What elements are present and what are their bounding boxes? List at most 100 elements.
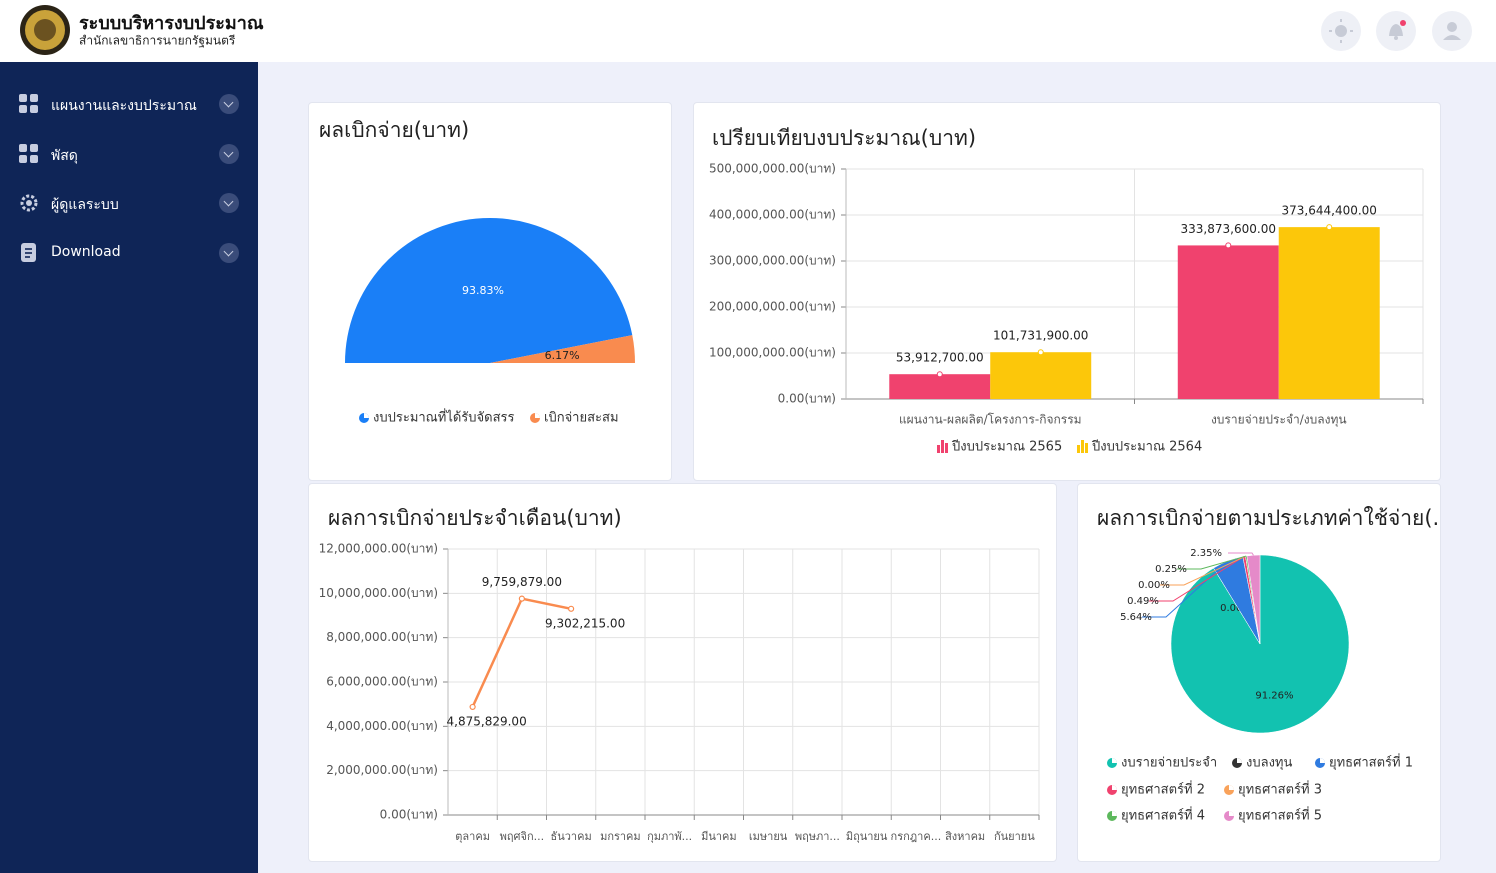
chart: ผลเบิกจ่าย(บาท) 93.83% 6.17% งบประมาณที่ได้… bbox=[319, 118, 635, 426]
line-point bbox=[568, 605, 575, 612]
legend-item[interactable]: ยุทธศาสตร์ที่ 1 bbox=[1315, 754, 1413, 771]
chart: ผลการเบิกจ่ายตามประเภทค่าใช้จ่าย(... 91.2… bbox=[1097, 506, 1440, 824]
legend-item[interactable]: ปีงบประมาณ 2564 bbox=[1077, 439, 1202, 455]
x-tick-label: มิถุนายน bbox=[846, 830, 888, 843]
point-value-label: 4,875,829.00 bbox=[447, 714, 527, 728]
line-series bbox=[471, 597, 572, 708]
expand-chevron[interactable] bbox=[219, 144, 239, 164]
legend-swatch-notch bbox=[1112, 758, 1117, 763]
card: ผลการเบิกจ่ายประจำเดือน(บาท) 0.00(บาท) 2,0… bbox=[308, 483, 1057, 862]
bar-marker bbox=[1225, 242, 1232, 249]
nav-item[interactable]: Download bbox=[0, 233, 258, 273]
x-tick-label: กันยายน bbox=[994, 830, 1035, 843]
chart-title: เปรียบเทียบงบประมาณ(บาท) bbox=[712, 126, 976, 150]
bar bbox=[1278, 227, 1380, 399]
logo-core bbox=[34, 19, 56, 41]
y-tick-label: 200,000,000.00(บาท) bbox=[709, 300, 836, 314]
profile-button[interactable] bbox=[1432, 11, 1472, 51]
pie-label: 5.64% bbox=[1120, 612, 1152, 623]
x-tick-label: เมษายน bbox=[749, 830, 788, 843]
legend-item[interactable]: ยุทธศาสตร์ที่ 5 bbox=[1224, 807, 1322, 824]
legend-swatch-notch bbox=[1112, 811, 1117, 816]
app-subtitle: สำนักเลขาธิการนายกรัฐมนตรี bbox=[79, 34, 236, 48]
leader-line bbox=[1160, 555, 1246, 586]
bar-marker bbox=[1037, 349, 1044, 356]
x-tick-label: กุมภาพั... bbox=[647, 830, 692, 843]
x-tick-label: สิงหาคม bbox=[945, 830, 985, 843]
y-tick-label: 100,000,000.00(บาท) bbox=[709, 346, 836, 360]
pie-label: 0.00% bbox=[1138, 580, 1170, 591]
y-tick-label: 12,000,000.00(บาท) bbox=[319, 542, 438, 556]
legend-swatch-notch bbox=[1237, 758, 1242, 763]
pie-label: 0.49% bbox=[1127, 596, 1159, 607]
bar bbox=[990, 352, 1092, 399]
legend-label: ยุทธศาสตร์ที่ 1 bbox=[1329, 754, 1413, 771]
line-point bbox=[469, 703, 476, 711]
legend-item[interactable]: ปีงบประมาณ 2565 bbox=[937, 439, 1062, 455]
y-tick-label: 6,000,000.00(บาท) bbox=[326, 675, 438, 689]
notification-button[interactable] bbox=[1376, 11, 1416, 51]
expand-chevron[interactable] bbox=[219, 243, 239, 263]
legend-swatch bbox=[1081, 440, 1084, 453]
legend-label: งบประมาณที่ได้รับจัดสรร bbox=[373, 409, 515, 426]
legend-item[interactable]: ยุทธศาสตร์ที่ 2 bbox=[1107, 781, 1205, 798]
nav-item[interactable]: ผู้ดูแลระบบ bbox=[0, 183, 258, 223]
legend-label: งบรายจ่ายประจำ bbox=[1121, 756, 1217, 771]
legend-label: ยุทธศาสตร์ที่ 2 bbox=[1121, 781, 1205, 798]
legend-item[interactable]: งบรายจ่ายประจำ bbox=[1107, 756, 1217, 771]
nav-item[interactable]: แผนงานและงบประมาณ bbox=[0, 84, 258, 124]
bar bbox=[889, 374, 991, 399]
x-tick-label: งบรายจ่ายประจำ/งบลงทุน bbox=[1211, 413, 1347, 428]
nav-icon bbox=[19, 144, 38, 163]
nav-icon bbox=[20, 194, 38, 212]
user-icon bbox=[1443, 22, 1461, 40]
bar-value-label: 333,873,600.00 bbox=[1181, 222, 1276, 236]
nav-item[interactable]: พัสดุ bbox=[0, 134, 258, 174]
theme-button[interactable] bbox=[1321, 11, 1361, 51]
y-tick-label: 0.00(บาท) bbox=[778, 392, 836, 406]
chart: ผลการเบิกจ่ายประจำเดือน(บาท) 0.00(บาท) 2,0… bbox=[319, 506, 1040, 843]
expand-chevron[interactable] bbox=[219, 94, 239, 114]
legend-item[interactable]: ยุทธศาสตร์ที่ 4 bbox=[1107, 807, 1205, 824]
legend-item[interactable]: งบลงทุน bbox=[1232, 756, 1292, 771]
x-tick-label: ธันวาคม bbox=[551, 830, 592, 843]
x-tick-label: มีนาคม bbox=[701, 830, 737, 843]
line-point bbox=[518, 595, 525, 602]
legend-swatch-notch bbox=[535, 413, 540, 418]
leader-line bbox=[1177, 555, 1247, 570]
pie-slice bbox=[490, 335, 635, 363]
legend-swatch bbox=[1077, 445, 1080, 453]
chart-title: ผลการเบิกจ่ายประจำเดือน(บาท) bbox=[328, 506, 622, 530]
legend-swatch-notch bbox=[1229, 785, 1234, 790]
legend-item[interactable]: ยุทธศาสตร์ที่ 3 bbox=[1224, 781, 1322, 798]
pie-label: 0.00% bbox=[1220, 603, 1252, 614]
pie-label: 0.25% bbox=[1155, 564, 1187, 575]
x-tick-label: แผนงาน-ผลผลิต/โครงการ-กิจกรรม bbox=[899, 413, 1082, 427]
x-tick-label: พฤศจิก... bbox=[500, 830, 545, 843]
pie-label: 6.17% bbox=[545, 349, 580, 362]
y-tick-label: 4,000,000.00(บาท) bbox=[326, 719, 438, 733]
leader-line bbox=[1149, 555, 1245, 602]
legend-item[interactable]: เบิกจ่ายสะสม bbox=[530, 411, 619, 426]
x-tick-label: มกราคม bbox=[600, 830, 641, 843]
legend-item[interactable]: งบประมาณที่ได้รับจัดสรร bbox=[359, 409, 515, 426]
y-tick-label: 10,000,000.00(บาท) bbox=[319, 586, 438, 600]
bar-marker bbox=[936, 371, 943, 378]
bar bbox=[1177, 245, 1279, 399]
y-tick-label: 300,000,000.00(บาท) bbox=[709, 254, 836, 268]
pie-label: 2.35% bbox=[1190, 548, 1222, 559]
x-tick-label: กรกฎาค... bbox=[891, 830, 942, 843]
nav-label: พัสดุ bbox=[51, 148, 78, 164]
y-tick-label: 500,000,000.00(บาท) bbox=[709, 162, 836, 176]
legend-label: ปีงบประมาณ 2565 bbox=[951, 439, 1062, 455]
nav-label: Download bbox=[51, 244, 121, 260]
card: เปรียบเทียบงบประมาณ(บาท) 0.00(บาท) 100,000… bbox=[693, 102, 1441, 481]
bar-marker bbox=[1326, 224, 1333, 231]
nav-icon bbox=[19, 94, 38, 113]
legend-swatch bbox=[941, 440, 944, 453]
y-tick-label: 0.00(บาท) bbox=[380, 808, 438, 822]
expand-chevron[interactable] bbox=[219, 193, 239, 213]
legend-swatch bbox=[1085, 443, 1088, 453]
bell-icon bbox=[1389, 20, 1406, 40]
